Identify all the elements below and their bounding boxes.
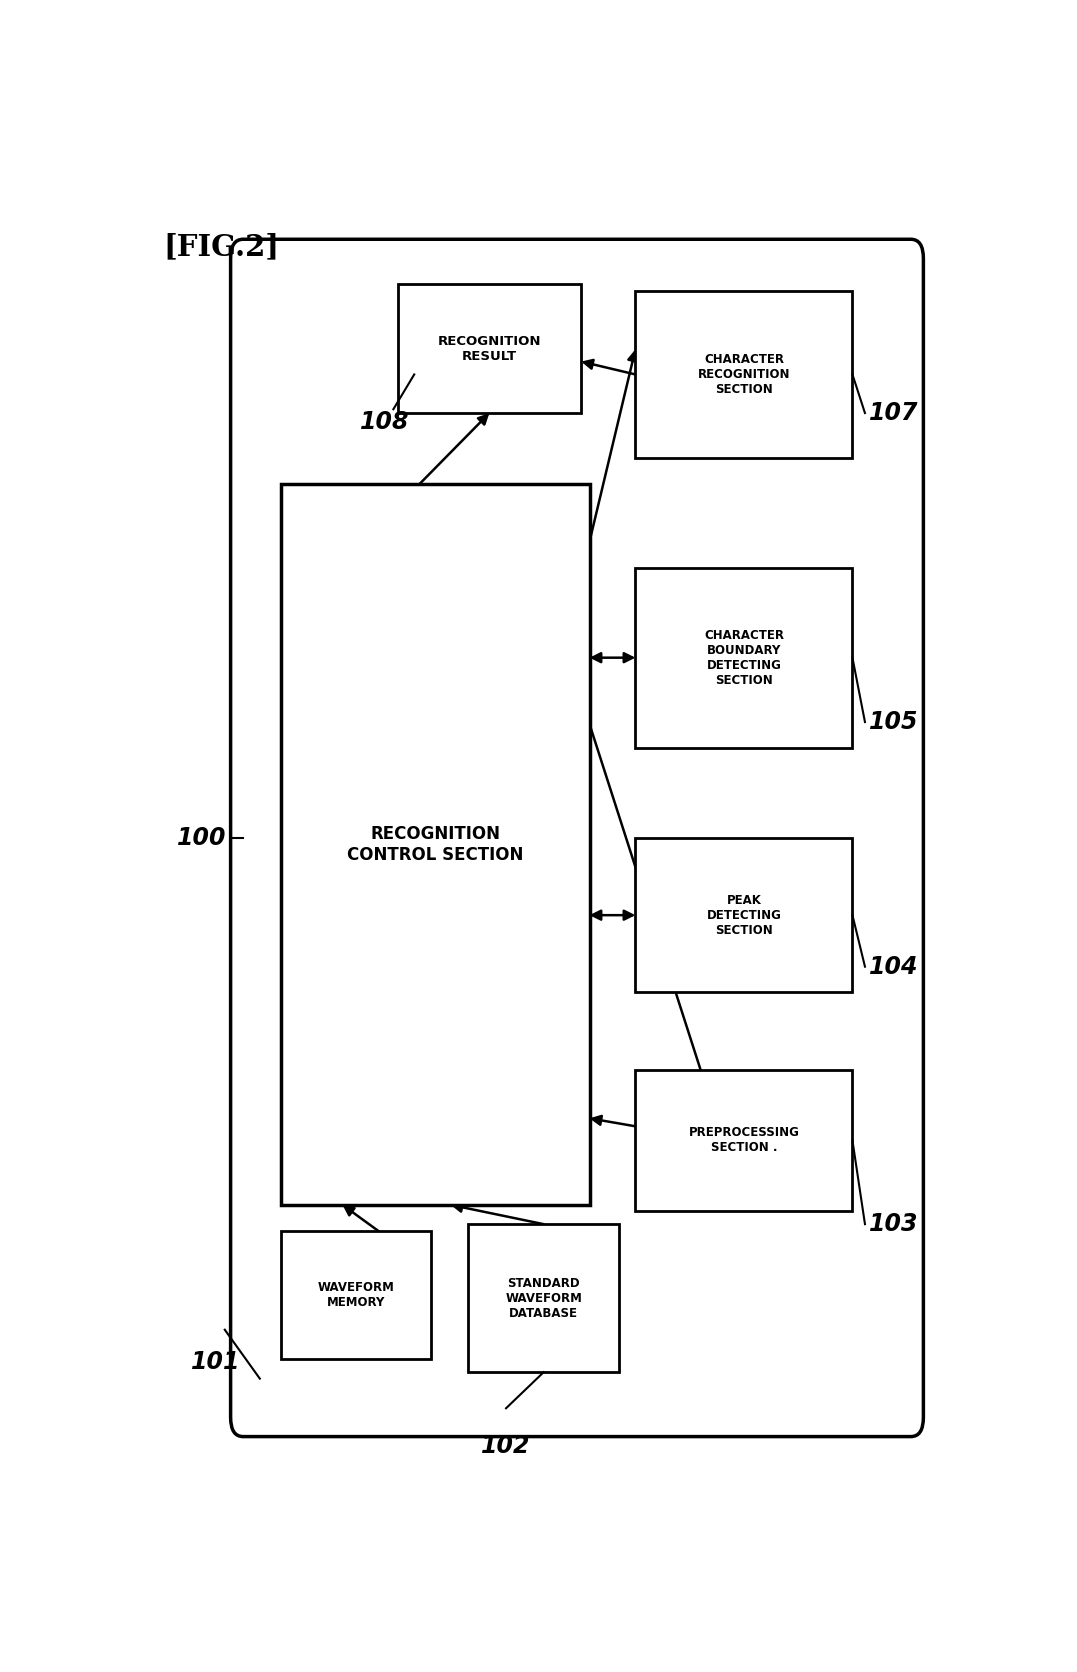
- Text: PEAK
DETECTING
SECTION: PEAK DETECTING SECTION: [707, 893, 782, 936]
- Bar: [635, 567, 853, 747]
- Text: 100: 100: [177, 826, 226, 849]
- FancyBboxPatch shape: [230, 239, 923, 1436]
- Text: 107: 107: [869, 401, 919, 425]
- Bar: [468, 1224, 619, 1373]
- Text: STANDARD
WAVEFORM
DATABASE: STANDARD WAVEFORM DATABASE: [505, 1277, 582, 1319]
- Bar: [281, 1231, 431, 1359]
- Bar: [281, 483, 589, 1206]
- Bar: [397, 284, 582, 413]
- Text: WAVEFORM
MEMORY: WAVEFORM MEMORY: [318, 1281, 394, 1309]
- Text: RECOGNITION
RESULT: RECOGNITION RESULT: [437, 334, 541, 363]
- Text: 108: 108: [360, 410, 409, 435]
- Bar: [635, 1070, 853, 1211]
- Text: CHARACTER
BOUNDARY
DETECTING
SECTION: CHARACTER BOUNDARY DETECTING SECTION: [704, 629, 784, 687]
- Text: [FIG.2]: [FIG.2]: [164, 232, 280, 263]
- Text: CHARACTER
RECOGNITION
SECTION: CHARACTER RECOGNITION SECTION: [698, 353, 791, 396]
- Text: 103: 103: [869, 1212, 919, 1236]
- Text: 101: 101: [192, 1349, 241, 1374]
- Text: 102: 102: [481, 1435, 531, 1458]
- Text: PREPROCESSING
SECTION .: PREPROCESSING SECTION .: [688, 1127, 799, 1154]
- Bar: [635, 291, 853, 458]
- Text: RECOGNITION
CONTROL SECTION: RECOGNITION CONTROL SECTION: [347, 824, 523, 864]
- Text: 105: 105: [869, 711, 919, 734]
- Text: 104: 104: [869, 955, 919, 978]
- Bar: [635, 838, 853, 993]
